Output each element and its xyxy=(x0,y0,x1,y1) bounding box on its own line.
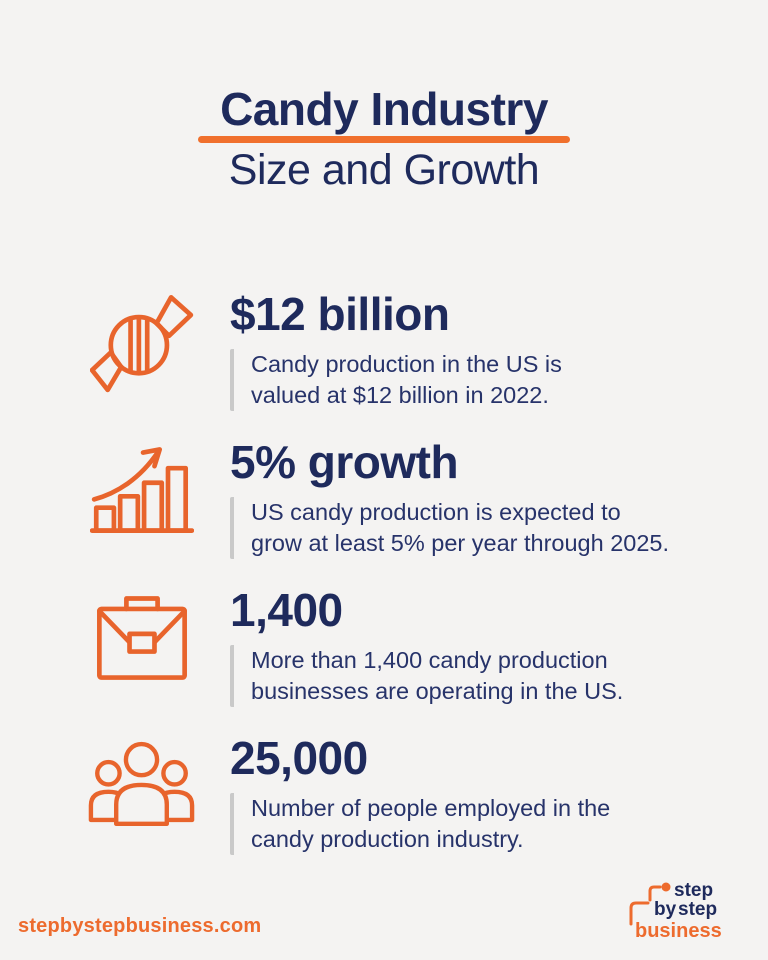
logo-stair-icon xyxy=(648,885,662,902)
header: Candy Industry Size and Growth xyxy=(0,0,768,193)
logo-word-step-2: step xyxy=(678,899,717,920)
stat-description-line: Number of people employed in the xyxy=(251,795,611,822)
stat-value: 1,400 xyxy=(230,583,343,636)
logo-stair-icon xyxy=(629,901,650,926)
stats-list: $12 billion Candy production in the US i… xyxy=(0,287,768,856)
step-by-step-business-logo: step by step business xyxy=(629,880,722,942)
growth-chart-icon xyxy=(89,446,194,533)
stat-row-businesses: 1,400 More than 1,400 candy production b… xyxy=(88,583,768,707)
title-underline-decoration xyxy=(198,135,570,143)
stat-description-line: US candy production is expected to xyxy=(251,499,621,526)
logo-word-business: business xyxy=(635,920,722,942)
stat-row-employees: 25,000 Number of people employed in the … xyxy=(88,731,768,856)
stat-row-growth: 5% growth US candy production is expecte… xyxy=(88,435,768,559)
stat-description-line: businesses are operating in the US. xyxy=(251,678,624,705)
stat-description-line: grow at least 5% per year through 2025. xyxy=(251,530,670,557)
website-url: stepbystepbusiness.com xyxy=(18,915,262,937)
stat-value: 5% growth xyxy=(230,435,459,488)
stat-description-line: Candy production in the US is xyxy=(251,351,562,378)
stat-description: Number of people employed in the candy p… xyxy=(230,793,611,856)
stat-description-line: valued at $12 billion in 2022. xyxy=(251,382,549,409)
stat-description: US candy production is expected to grow … xyxy=(230,497,669,559)
stat-description-line: More than 1,400 candy production xyxy=(251,647,608,674)
logo-word-by: by xyxy=(654,899,677,920)
people-icon xyxy=(88,741,195,827)
page-subtitle: Size and Growth xyxy=(228,145,540,194)
briefcase-icon xyxy=(96,596,187,680)
logo-dot-icon xyxy=(661,882,671,892)
stat-description: Candy production in the US is valued at … xyxy=(230,349,562,411)
stat-value: 25,000 xyxy=(230,731,368,784)
page-title: Candy Industry xyxy=(220,83,548,135)
stat-value: $12 billion xyxy=(230,287,450,340)
logo-word-step-1: step xyxy=(674,880,713,901)
stat-row-market-size: $12 billion Candy production in the US i… xyxy=(88,287,768,411)
candy-icon xyxy=(89,294,193,392)
stat-description-line: candy production industry. xyxy=(251,826,524,853)
stat-description: More than 1,400 candy production busines… xyxy=(230,645,623,707)
